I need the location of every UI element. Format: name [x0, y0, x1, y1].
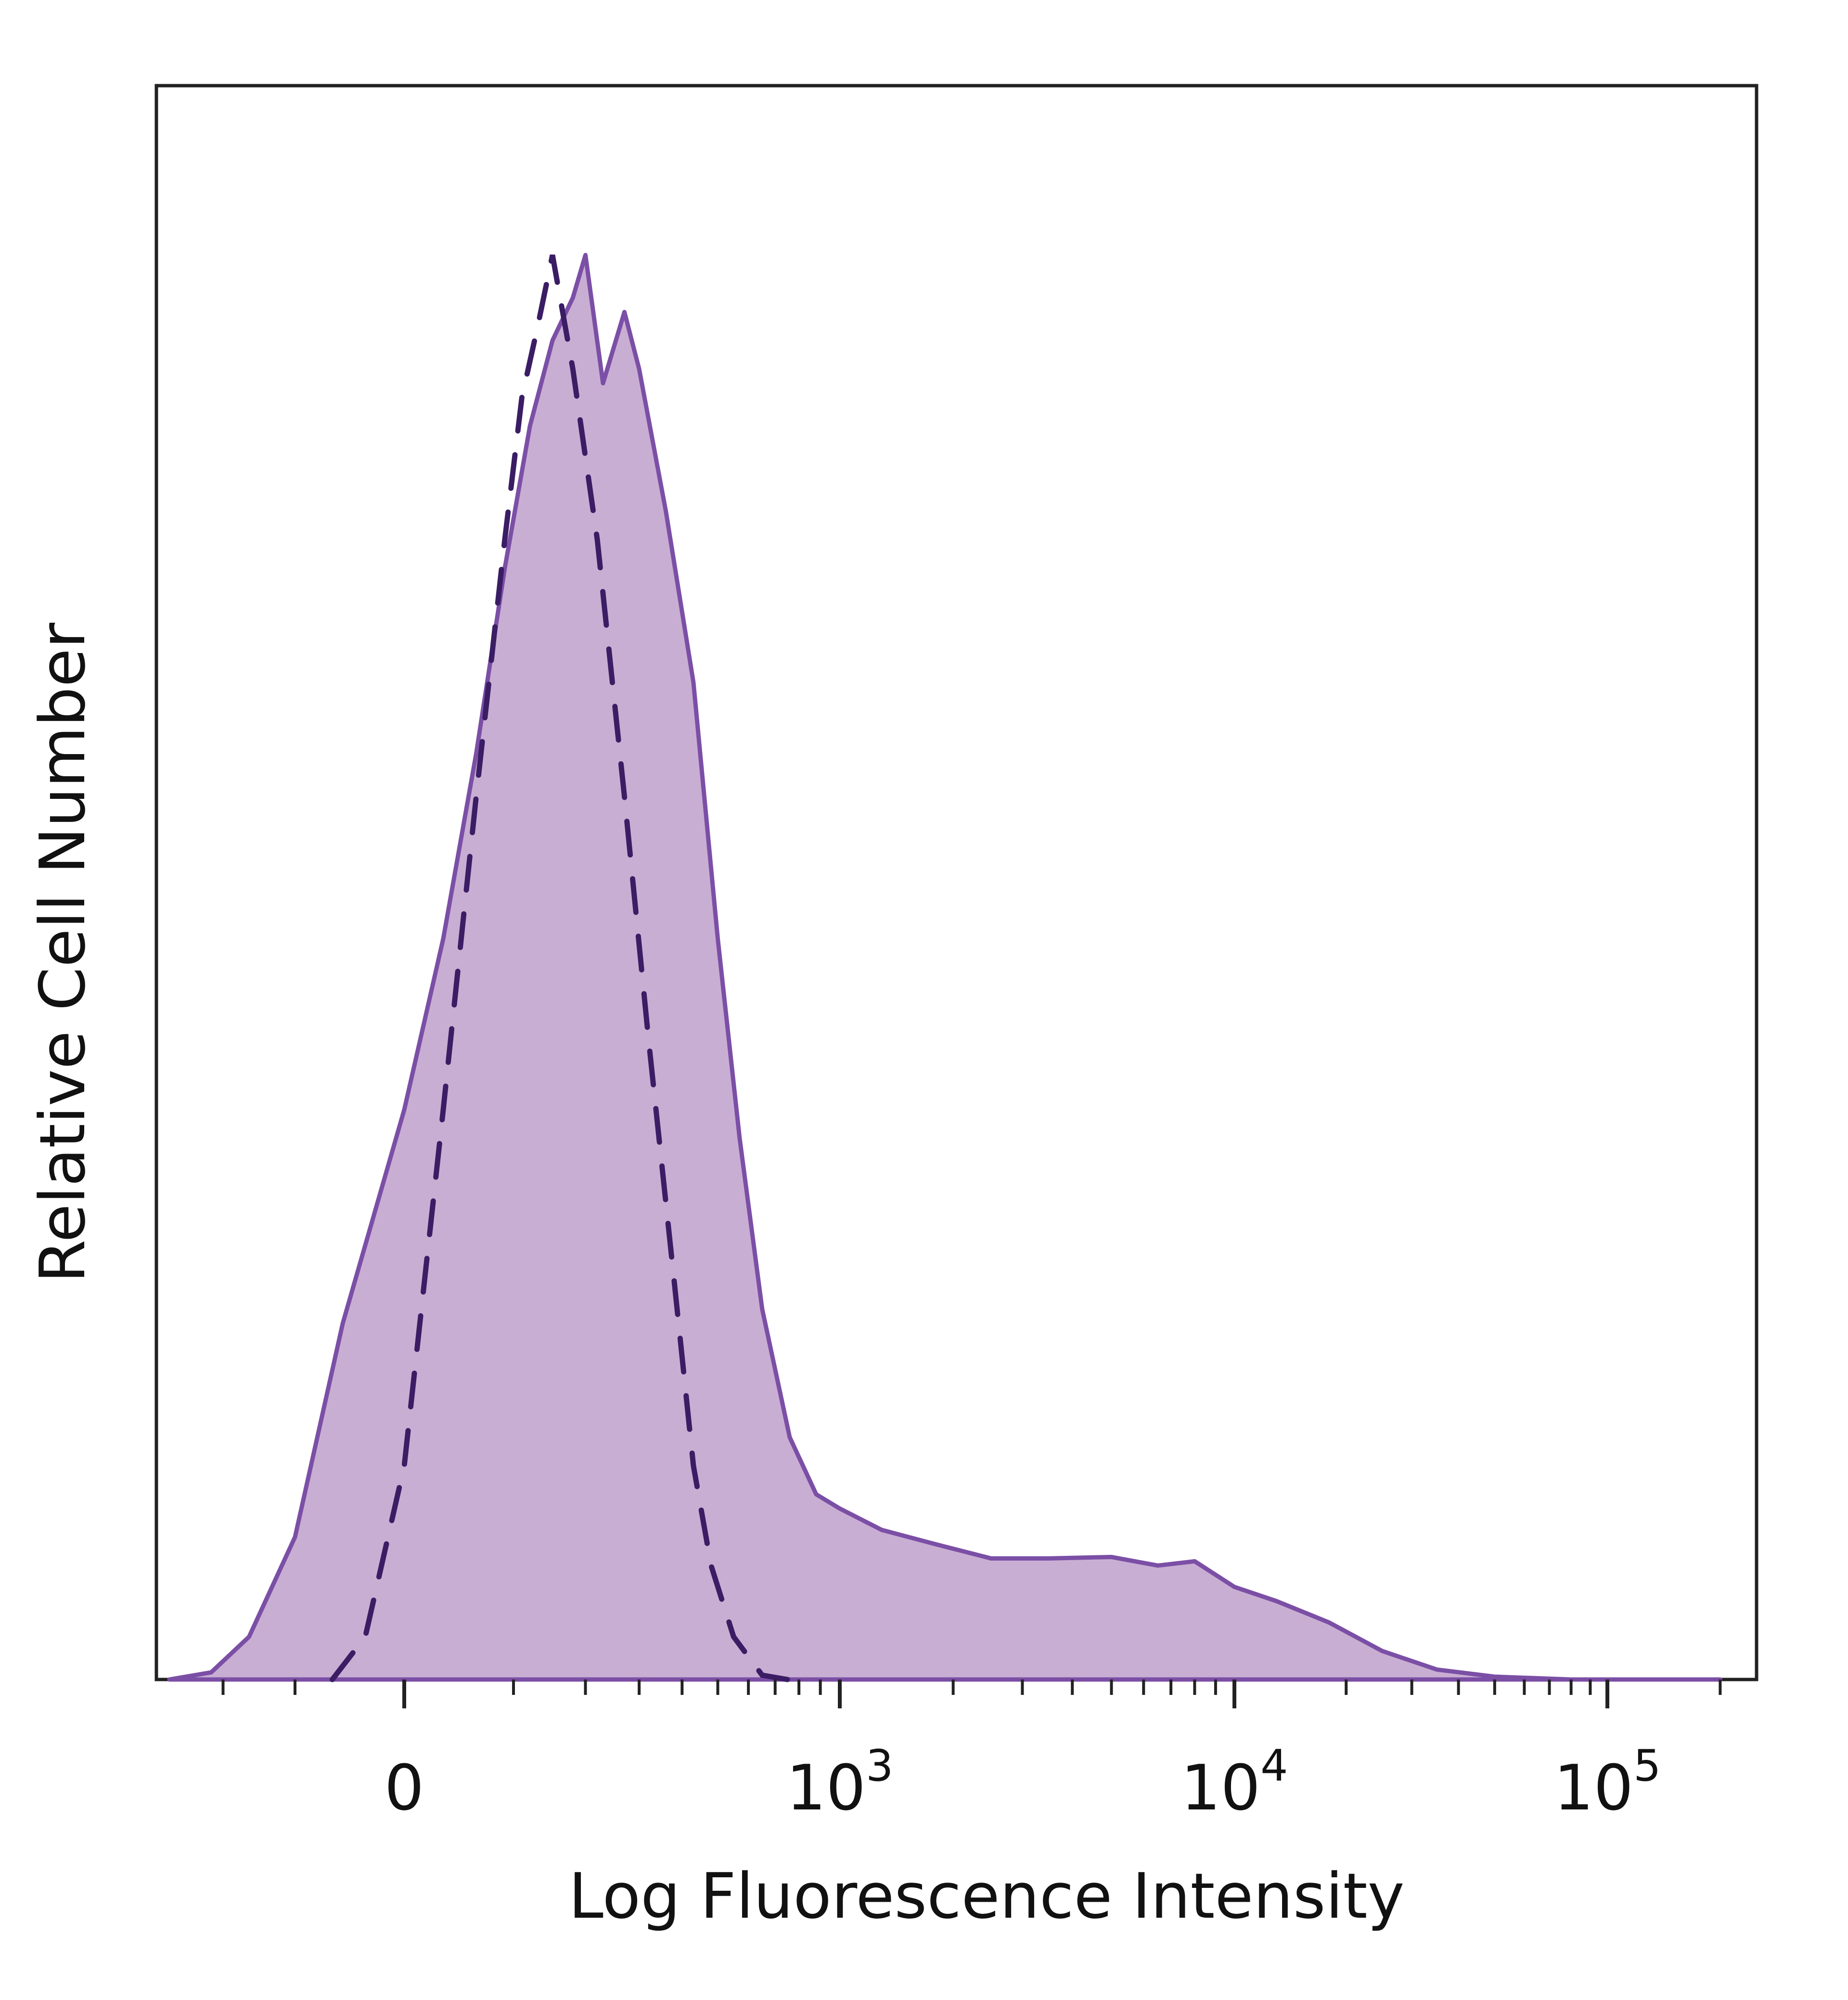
y-axis-title: Relative Cell Number: [26, 622, 99, 1283]
x-tick-label: 105: [1554, 1741, 1661, 1824]
series-layer: [167, 253, 1722, 1682]
sample-histogram-filled: [167, 253, 1722, 1682]
x-axis-title: Log Fluorescence Intensity: [568, 1859, 1404, 1933]
x-axis-ticks: [221, 1679, 1722, 1708]
x-tick-labels: 0 103 104 105: [385, 1741, 1661, 1824]
x-tick-label: 103: [786, 1741, 894, 1824]
control-histogram-dashed: [330, 254, 790, 1682]
x-tick-label: 104: [1181, 1741, 1288, 1824]
x-tick-label: 0: [385, 1751, 424, 1824]
